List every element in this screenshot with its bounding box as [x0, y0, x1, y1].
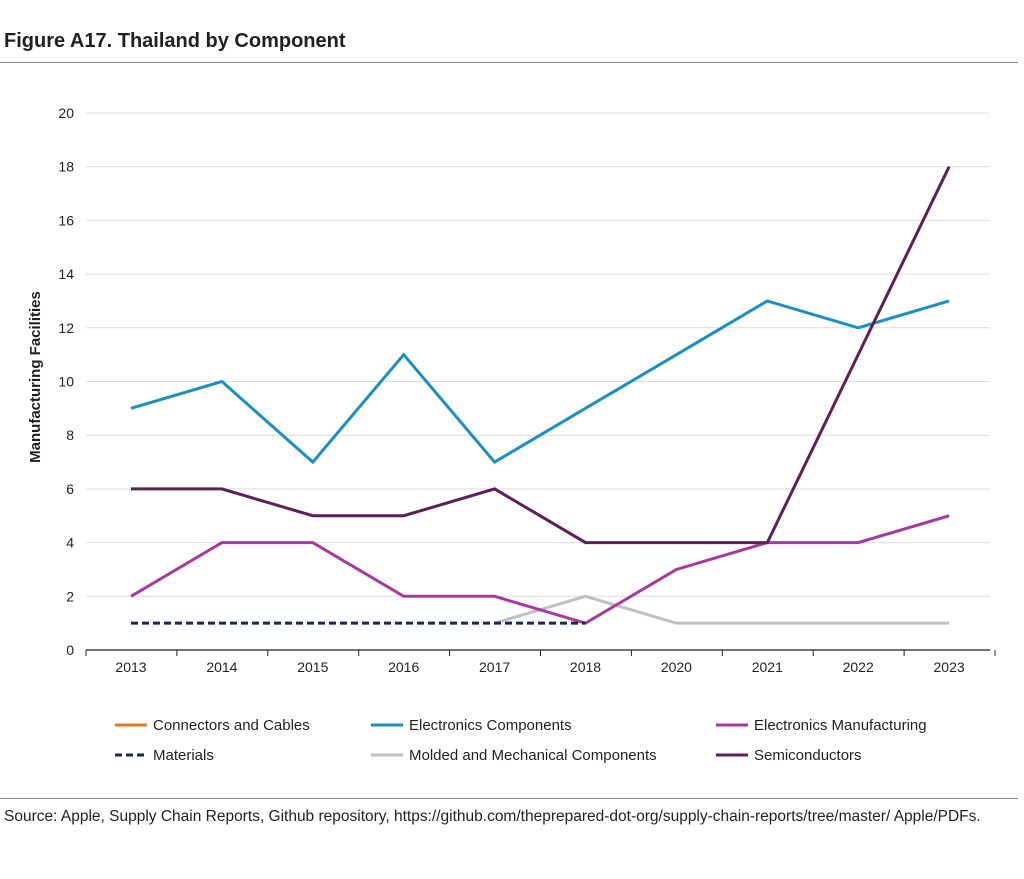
source-note: Source: Apple, Supply Chain Reports, Git…: [4, 808, 981, 825]
x-tick-label: 2018: [570, 659, 601, 675]
legend: Connectors and Cables Electronics Compone…: [115, 717, 927, 764]
y-tick-label: 18: [58, 159, 74, 175]
x-tick-label: 2022: [843, 659, 874, 675]
series-lines: [130, 166, 951, 625]
legend-label-semiconductors: Semiconductors: [754, 747, 862, 764]
y-axis-ticks: 0 2 4 6 8 10 12 14 16 18 20: [58, 105, 74, 658]
y-tick-label: 20: [58, 105, 74, 121]
figure-title: Figure A17. Thailand by Component: [4, 30, 346, 52]
legend-label-electronics-components: Electronics Components: [409, 717, 572, 734]
y-tick-label: 6: [66, 481, 74, 497]
x-tick-label: 2013: [115, 659, 146, 675]
y-tick-label: 0: [66, 642, 74, 658]
legend-label-electronics-manufacturing: Electronics Manufacturing: [754, 717, 927, 734]
x-tick-label: 2014: [206, 659, 237, 675]
y-tick-label: 4: [66, 535, 74, 551]
y-axis-label: Manufacturing Facilities: [27, 291, 44, 463]
series-line-electronics-manufacturing: [130, 514, 950, 625]
x-tick-label: 2017: [479, 659, 510, 675]
gridlines: [86, 112, 990, 597]
x-tick-label: 2021: [752, 659, 783, 675]
y-tick-label: 8: [66, 427, 74, 443]
source-divider: [0, 798, 1018, 799]
x-tick-label: 2016: [388, 659, 419, 675]
series-line-semiconductors: [131, 166, 951, 545]
series-line-molded-and-mechanical-components: [494, 594, 950, 625]
y-tick-label: 2: [66, 588, 74, 604]
legend-label-materials: Materials: [153, 747, 214, 764]
x-tick-label: 2020: [661, 659, 692, 675]
title-divider: [0, 62, 1018, 63]
y-tick-label: 10: [58, 374, 74, 390]
x-axis: 2013 2014 2015 2016 2017 2018 2020 2021 2022 2023: [85, 649, 996, 675]
x-tick-label: 2023: [934, 659, 965, 675]
legend-label-molded-and-mechanical-components: Molded and Mechanical Components: [409, 747, 657, 764]
y-tick-label: 14: [58, 266, 74, 282]
y-tick-label: 16: [58, 212, 74, 228]
series-line-electronics-components: [130, 299, 950, 465]
legend-label-connectors-and-cables: Connectors and Cables: [153, 717, 310, 734]
y-tick-label: 12: [58, 320, 74, 336]
x-tick-label: 2015: [297, 659, 328, 675]
